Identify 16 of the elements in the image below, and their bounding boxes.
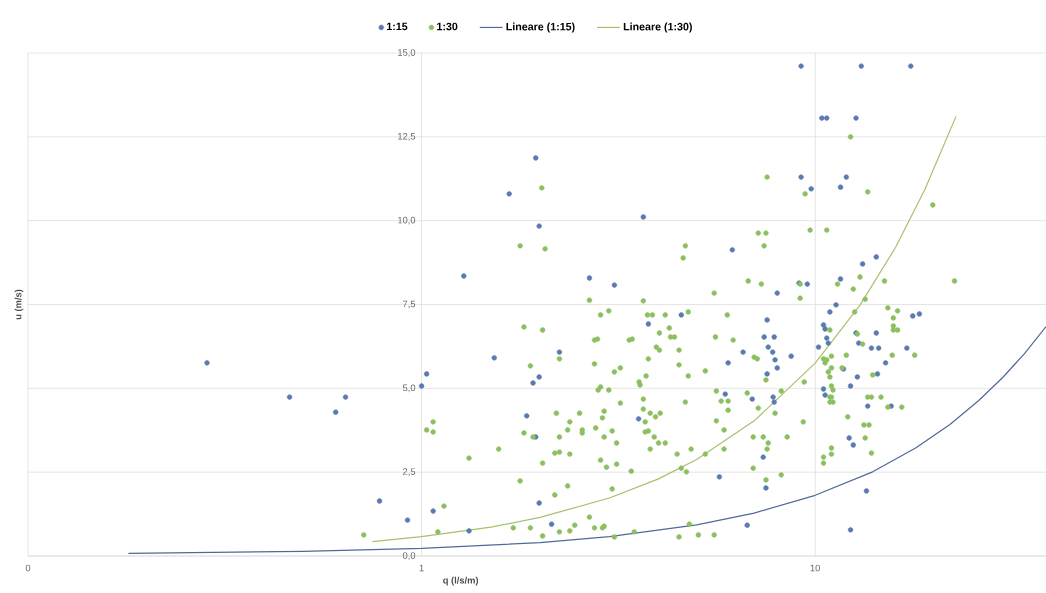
x-tick-label: 1 xyxy=(419,564,424,572)
legend-label: Lineare (1:30) xyxy=(623,22,692,33)
legend-label: 1:30 xyxy=(437,22,458,31)
y-tick-label: 2,5 xyxy=(403,468,416,477)
legend-label: 1:15 xyxy=(387,22,408,31)
legend-label: Lineare (1:15) xyxy=(506,22,575,33)
y-tick-label: 7,5 xyxy=(403,300,416,309)
x-tick-label: 0 xyxy=(25,564,31,572)
x-tick-label: 10 xyxy=(810,564,820,572)
y-tick-label: 15,0 xyxy=(398,49,416,57)
y-tick-label: 10,0 xyxy=(398,216,416,225)
x-axis-title: q (l/s/m) xyxy=(443,576,479,586)
y-axis-title: u (m/s) xyxy=(14,289,24,320)
y-tick-label: 5,0 xyxy=(402,384,416,393)
y-tick-label: 0,0 xyxy=(402,552,416,560)
y-tick-label: 12,5 xyxy=(398,132,416,141)
